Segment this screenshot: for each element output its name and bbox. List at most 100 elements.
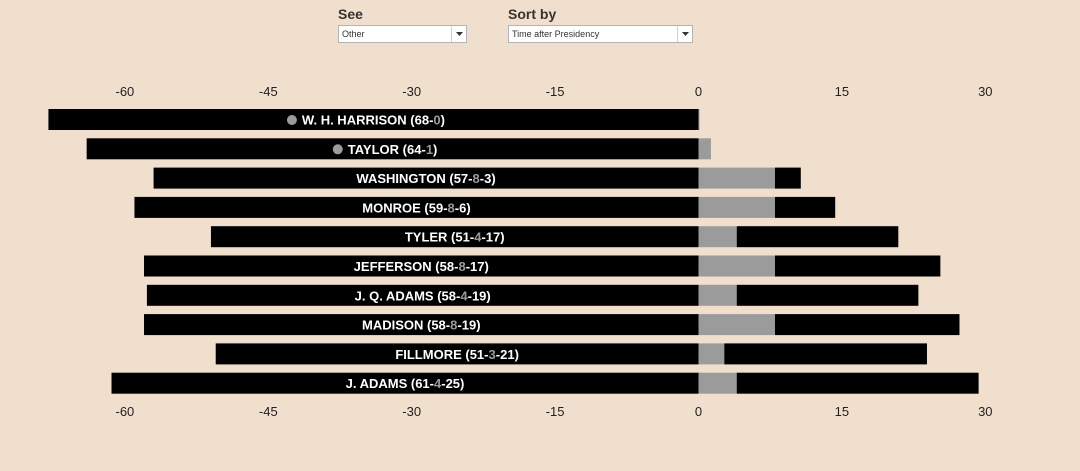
after-presidency-bar [736,372,979,394]
chevron-down-icon[interactable] [451,26,466,42]
age-value: 68 [415,113,429,128]
stat-separator: - [468,288,472,303]
age-bar [111,372,699,394]
sort-by-label: Sort by [508,6,557,22]
age-value: 61 [415,376,429,391]
president-label: MADISON (58-8-19) [362,318,481,333]
president-name: MADISON ( [362,318,432,333]
x-tick-label-bottom: 15 [835,404,849,419]
stat-close: ) [476,318,480,333]
stat-close: ) [485,259,489,274]
sort-by-dropdown[interactable]: Time after Presidency [508,25,693,43]
age-bar [86,138,699,160]
president-name: TYLER ( [405,230,456,245]
died-in-office-marker-icon [332,144,343,155]
stat-separator: - [443,200,447,215]
stat-close: ) [491,171,495,186]
stat-separator: - [496,347,500,362]
years-after-value: 21 [500,347,514,362]
president-label: JEFFERSON (58-8-17) [354,259,489,274]
chevron-down-icon[interactable] [677,26,692,42]
stat-separator: - [481,230,485,245]
years-after-value: 6 [459,200,466,215]
stat-separator: - [470,230,474,245]
stat-separator: - [430,376,434,391]
age-value: 58 [431,318,445,333]
president-label: J. Q. ADAMS (58-4-19) [355,288,491,303]
years-after-value: 17 [470,259,484,274]
died-in-office-marker-icon [286,115,297,125]
x-tick-label-top: -60 [116,84,135,99]
see-filter: See Other [338,6,467,43]
stat-separator: - [484,347,488,362]
see-dropdown[interactable]: Other [338,25,467,43]
age-bar [153,167,699,189]
years-in-office-value: 1 [426,142,433,157]
age-value: 51 [455,230,469,245]
years-after-value: 3 [484,171,491,186]
stat-close: ) [515,347,519,362]
stat-separator: - [480,171,484,186]
stat-close: ) [433,142,437,157]
president-label: WASHINGTON (57-8-3) [356,171,495,186]
x-tick-label-bottom: -60 [116,404,135,419]
president-name: TAYLOR ( [348,142,408,157]
president-name: W. H. HARRISON ( [302,113,415,128]
age-value: 58 [442,288,456,303]
president-label: TYLER (51-4-17) [405,230,505,245]
x-tick-label-top: -30 [402,84,421,99]
stat-separator: - [457,318,461,333]
after-presidency-bar [774,196,836,218]
presidency-bar [698,196,775,218]
stat-separator: - [441,376,445,391]
age-value: 64 [407,142,422,157]
president-label: FILLMORE (51-3-21) [395,347,519,362]
x-tick-label-top: 30 [978,84,992,99]
stat-separator: - [454,259,458,274]
stat-close: ) [466,200,470,215]
age-value: 51 [470,347,484,362]
presidency-bar [698,284,737,306]
presidency-bar [698,372,737,394]
stat-close: ) [486,288,490,303]
age-bar [146,284,699,306]
years-after-value: 19 [462,318,476,333]
stat-close: ) [441,113,445,128]
years-in-office-value: 4 [460,288,468,303]
stat-close: ) [460,376,464,391]
years-in-office-value: 3 [489,347,496,362]
x-tick-label-bottom: -45 [259,404,278,419]
presidency-bar [698,226,737,248]
president-name: J. ADAMS ( [346,376,416,391]
presidency-bar [698,167,775,189]
president-name: MONROE ( [362,200,429,215]
x-tick-label-top: 0 [695,84,702,99]
x-tick-label-top: -45 [259,84,278,99]
x-tick-label-bottom: -15 [546,404,565,419]
after-presidency-bar [736,284,919,306]
years-in-office-value: 8 [448,200,455,215]
age-bar [215,343,699,365]
age-bar [134,196,699,218]
years-in-office-value: 8 [450,318,457,333]
president-label: W. H. HARRISON (68-0) [302,113,445,128]
president-label: J. ADAMS (61-4-25) [346,376,465,391]
years-in-office-value: 4 [434,376,442,391]
years-in-office-value: 4 [474,230,482,245]
presidency-bar [698,138,711,160]
stat-separator: - [421,142,425,157]
age-bar [144,255,699,277]
x-tick-label-top: 15 [835,84,849,99]
x-tick-label-bottom: -30 [402,404,421,419]
years-in-office-value: 0 [433,113,440,128]
years-in-office-value: 8 [473,171,480,186]
years-after-value: 17 [486,230,500,245]
sort-by-dropdown-value: Time after Presidency [512,29,600,39]
president-name: J. Q. ADAMS ( [355,288,443,303]
age-bar [48,109,699,130]
after-presidency-bar [774,255,941,277]
presidency-bar [698,343,725,365]
after-presidency-bar [774,314,960,336]
after-presidency-bar [774,167,801,189]
